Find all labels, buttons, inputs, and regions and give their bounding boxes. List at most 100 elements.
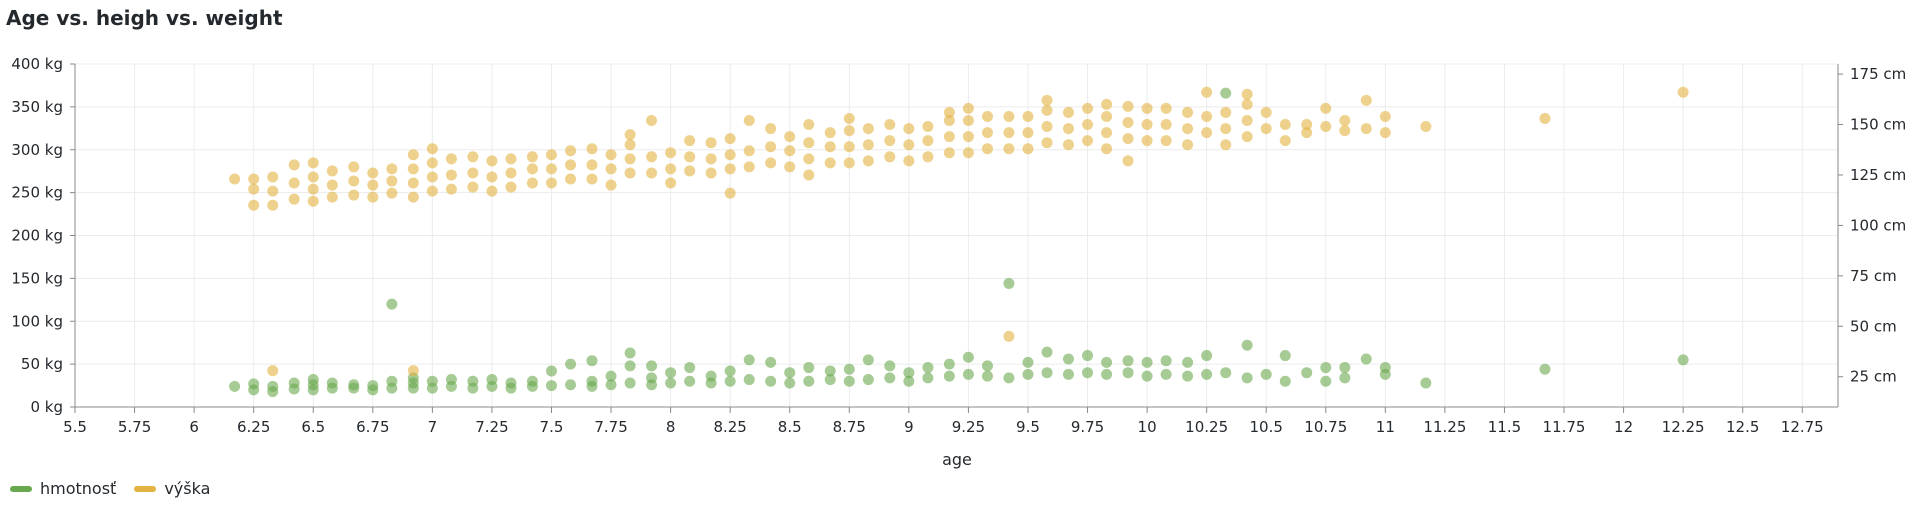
hmotnost-point <box>1339 362 1351 374</box>
vyska-point <box>505 167 517 179</box>
vyska-point <box>743 145 755 157</box>
x-tick-label: 12.5 <box>1726 418 1759 436</box>
hmotnost-point <box>605 370 617 382</box>
hmotnost-point <box>884 360 896 372</box>
vyska-point <box>1062 139 1074 151</box>
legend-item-vyska[interactable]: výška <box>134 479 210 498</box>
vyska-point <box>486 155 498 167</box>
vyska-point <box>665 177 677 189</box>
vyska-point <box>1279 119 1291 131</box>
vyska-point <box>1220 106 1232 118</box>
hmotnost-point <box>1022 356 1034 368</box>
vyska-point <box>884 119 896 131</box>
hmotnost-point <box>705 370 717 382</box>
vyska-point <box>1260 123 1272 135</box>
hmotnost-point <box>1122 355 1134 367</box>
vyska-point <box>348 175 360 187</box>
hmotnost-point <box>903 375 915 387</box>
hmotnost-point <box>307 374 319 386</box>
hmotnost-point <box>1160 368 1172 380</box>
vyska-point <box>1082 119 1094 131</box>
vyska-point <box>1301 127 1313 139</box>
vyska-point <box>1003 110 1015 122</box>
vyska-point <box>1201 110 1213 122</box>
vyska-point <box>1101 98 1113 110</box>
x-tick-label: 5.5 <box>63 418 87 436</box>
hmotnost-point <box>1360 353 1372 365</box>
x-tick-label: 9.75 <box>1071 418 1104 436</box>
hmotnost-point <box>624 347 636 359</box>
vyska-point <box>1420 121 1432 133</box>
vyska-point <box>784 131 796 143</box>
hmotnost-point <box>765 375 777 387</box>
legend-label-vyska: výška <box>164 479 211 498</box>
hmotnost-point <box>1279 350 1291 362</box>
vyska-point <box>962 147 974 159</box>
vyska-point <box>1160 102 1172 114</box>
vyska-point <box>326 165 338 177</box>
hmotnost-point <box>981 370 993 382</box>
vyska-point <box>1320 102 1332 114</box>
vyska-point <box>1041 137 1053 149</box>
hmotnost-point <box>248 378 260 390</box>
legend-item-hmotnost[interactable]: hmotnosť <box>10 479 116 498</box>
vyska-point <box>765 141 777 153</box>
vyska-point <box>981 110 993 122</box>
hmotnost-point <box>565 379 577 391</box>
vyska-point <box>1003 330 1015 342</box>
x-tick-label: 8.75 <box>833 418 866 436</box>
vyska-point <box>705 137 717 149</box>
vyska-point <box>624 129 636 141</box>
hmotnost-point <box>326 377 338 389</box>
vyska-point <box>862 123 874 135</box>
x-tick-label: 6.25 <box>237 418 270 436</box>
vyska-point <box>605 163 617 175</box>
vyska-point <box>426 185 438 197</box>
hmotnost-point <box>824 374 836 386</box>
y-right-tick-label: 50 cm <box>1850 317 1897 335</box>
hmotnost-point <box>803 375 815 387</box>
vyska-point <box>665 163 677 175</box>
x-axis-ticks: 5.5 5.75 6 6.25 6.5 6.75 7 7.25 7.5 7.75 8 8.25 8.5 8… <box>63 407 1824 436</box>
vyska-point <box>943 131 955 143</box>
vyska-point <box>467 151 479 163</box>
vyska-point <box>765 157 777 169</box>
y-right-tick-label: 75 cm <box>1850 267 1897 285</box>
vyska-point <box>1279 135 1291 147</box>
vyska-point <box>943 114 955 126</box>
x-tick-label: 6.75 <box>356 418 389 436</box>
hmotnost-point <box>724 365 736 377</box>
vyska-point <box>884 135 896 147</box>
x-tick-label: 11.5 <box>1488 418 1521 436</box>
hmotnost-point <box>684 375 696 387</box>
vyska-point <box>545 149 557 161</box>
y-left-tick-label: 300 kg <box>11 141 63 159</box>
vyska-point <box>1160 119 1172 131</box>
hmotnost-point <box>605 379 617 391</box>
vyska-point <box>903 123 915 135</box>
vyska-point <box>765 123 777 135</box>
vyska-point <box>1539 112 1551 124</box>
hmotnost-point <box>1141 356 1153 368</box>
hmotnost-point <box>386 298 398 310</box>
hmotnost-point <box>486 374 498 386</box>
vyska-point <box>565 145 577 157</box>
hmotnost-point <box>862 374 874 386</box>
vyska-point <box>348 161 360 173</box>
hmotnost-point <box>784 377 796 389</box>
x-tick-label: 7.75 <box>594 418 627 436</box>
hmotnost-point <box>1041 367 1053 379</box>
vyska-point <box>505 181 517 193</box>
vyska-point <box>1182 139 1194 151</box>
vyska-point <box>1160 135 1172 147</box>
legend-label-hmotnost: hmotnosť <box>40 479 117 498</box>
hmotnost-point <box>843 375 855 387</box>
hmotnost-point <box>1122 367 1134 379</box>
hmotnost-point <box>646 360 658 372</box>
x-tick-label: 6.5 <box>301 418 325 436</box>
y-left-tick-label: 350 kg <box>11 98 63 116</box>
vyska-point <box>1220 139 1232 151</box>
hmotnost-point <box>743 374 755 386</box>
hmotnost-point <box>665 377 677 389</box>
vyska-point <box>1122 117 1134 129</box>
